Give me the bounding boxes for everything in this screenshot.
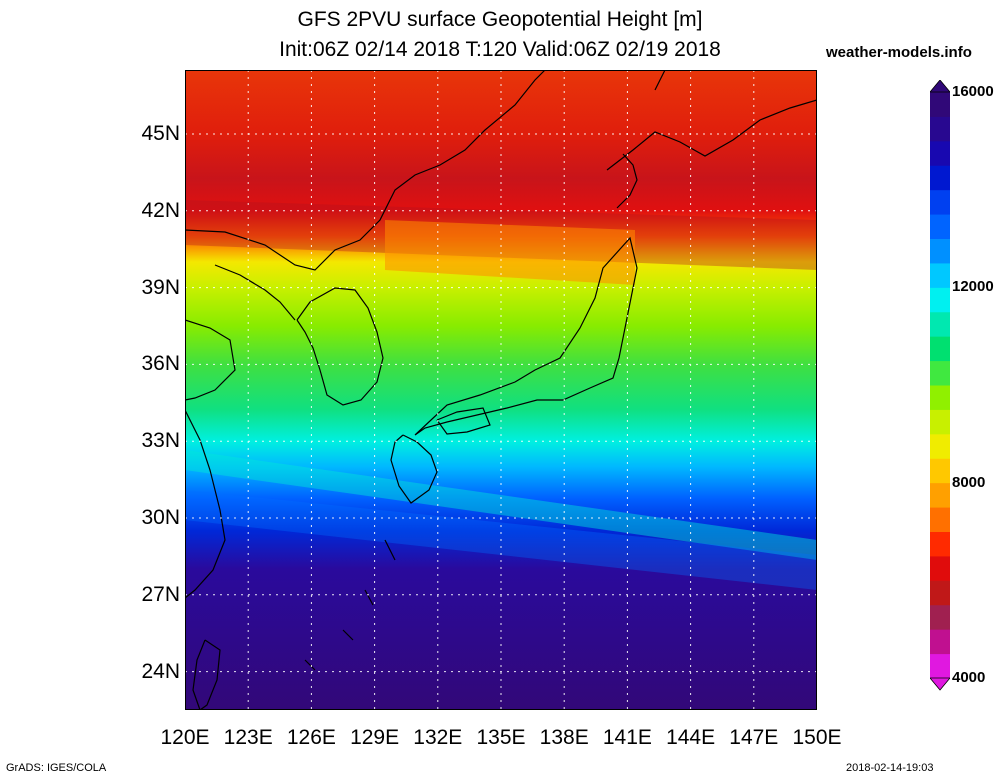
colorbar	[930, 80, 950, 691]
lat-tick-label: 33N	[141, 429, 180, 453]
lat-tick-label: 36N	[141, 352, 180, 376]
colorbar-cell	[930, 92, 950, 117]
colorbar-cell	[930, 482, 950, 508]
chart-subtitle: Init:06Z 02/14 2018 T:120 Valid:06Z 02/1…	[279, 38, 721, 61]
lon-tick-label: 144E	[666, 726, 716, 749]
coastline	[185, 70, 817, 710]
height-field	[185, 70, 817, 710]
colorbar-cell	[930, 507, 950, 532]
lat-tick-label: 30N	[141, 506, 180, 529]
colorbar-cell	[930, 360, 950, 386]
colorbar-cell	[930, 140, 950, 166]
lon-tick-label: 150E	[792, 726, 842, 749]
colorbar-cell	[930, 433, 950, 459]
lon-tick-label: 132E	[413, 726, 463, 749]
colorbar-cell	[930, 458, 950, 484]
lat-tick-label: 42N	[141, 198, 180, 222]
colorbar-cell	[930, 311, 950, 337]
colorbar-cell	[930, 409, 950, 435]
lon-tick-label: 135E	[476, 726, 526, 749]
site-label: weather-models.info	[826, 44, 972, 61]
colorbar-cell	[930, 604, 950, 630]
map-frame	[185, 70, 817, 710]
lon-tick-label: 147E	[729, 726, 779, 749]
colorbar-cell	[930, 238, 950, 264]
colorbar-cell	[930, 336, 950, 362]
colorbar-cell	[930, 116, 950, 142]
colorbar-label: 8000	[952, 473, 986, 491]
lon-tick-label: 120E	[160, 726, 210, 749]
colorbar-cell	[930, 262, 950, 288]
colorbar-max-arrow	[930, 80, 950, 93]
colorbar-label: 16000	[952, 83, 994, 100]
colorbar-cell	[930, 629, 950, 655]
geopotential-map	[185, 70, 817, 710]
height-band	[385, 220, 635, 285]
colorbar-cell	[930, 531, 950, 557]
lon-tick-label: 129E	[350, 726, 400, 749]
colorbar-cell	[930, 580, 950, 606]
footer-credit: GrADS: IGES/COLA	[6, 762, 107, 774]
lat-tick-label: 39N	[141, 275, 180, 299]
colorbar-cell	[930, 214, 950, 239]
colorbar-cell	[930, 189, 950, 215]
colorbar-cell	[930, 555, 950, 581]
footer-timestamp: 2018-02-14-19:03	[846, 762, 934, 774]
colorbar-min-arrow	[930, 677, 950, 691]
colorbar-cell	[930, 385, 950, 410]
graticule	[185, 70, 817, 710]
colorbar-label: 12000	[952, 278, 994, 296]
lon-tick-label: 141E	[602, 726, 652, 749]
colorbar-label: 4000	[952, 669, 986, 686]
chart-title: GFS 2PVU surface Geopotential Height [m]	[297, 8, 703, 31]
colorbar-cell	[930, 653, 950, 679]
lat-tick-label: 24N	[141, 659, 180, 683]
lat-tick-label: 45N	[141, 122, 180, 145]
lat-tick-label: 27N	[141, 582, 180, 606]
lon-tick-label: 138E	[539, 726, 589, 749]
colorbar-cell	[930, 165, 950, 191]
lon-tick-label: 123E	[223, 726, 273, 749]
colorbar-cell	[930, 287, 950, 313]
lon-tick-label: 126E	[286, 726, 336, 749]
